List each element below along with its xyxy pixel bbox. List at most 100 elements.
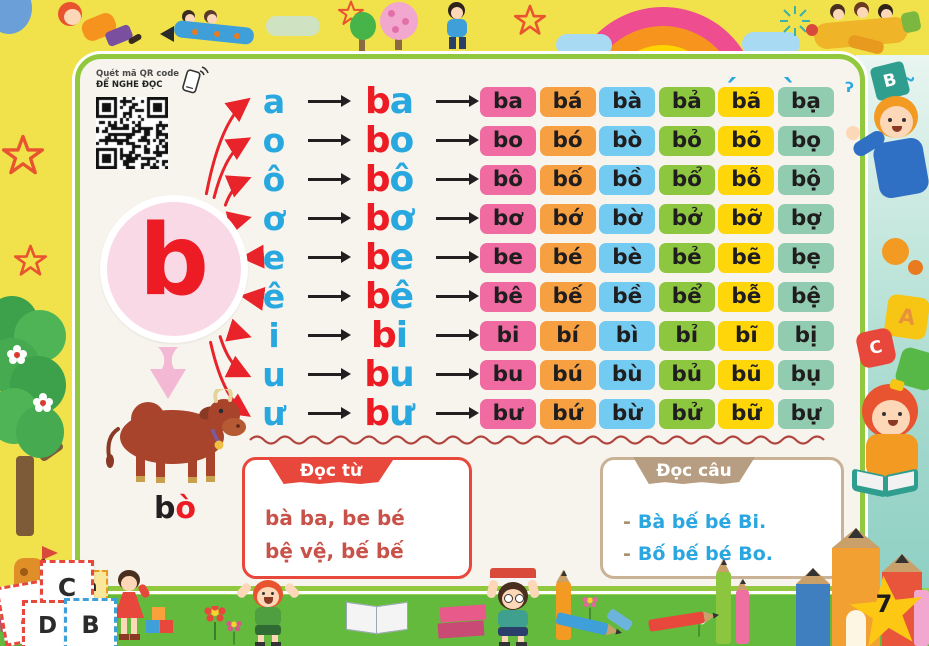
arrow-right-icon: [308, 134, 351, 146]
vowel-letter: ê: [262, 277, 286, 316]
decor-flower: [582, 597, 598, 621]
phone-icon: [182, 66, 209, 94]
syllable: bi: [350, 315, 428, 356]
letter-block: B: [64, 598, 117, 646]
arrow-right-icon: [436, 251, 479, 263]
syllable: bê: [350, 276, 428, 317]
tone-cells: bê bế bề bể bễ bệ: [480, 281, 834, 312]
read-words-title: Đọc từ: [267, 457, 395, 484]
tone-cell: bể: [658, 281, 715, 312]
tone-cell: bê: [480, 281, 536, 312]
syllable-vowel: ô: [389, 159, 415, 200]
decor-jumping-boy-top: [440, 2, 474, 54]
tone-mark-acute: ´: [722, 74, 738, 109]
arrow-right-icon: [436, 95, 479, 107]
down-arrow-icon: [150, 347, 186, 399]
tone-cell: bú: [539, 359, 596, 390]
tone-cells: be bé bè bẻ bẽ bẹ: [480, 242, 834, 273]
tone-cells: bu bú bù bủ bũ bụ: [480, 359, 834, 390]
tone-cells: bô bố bồ bổ bỗ bộ: [480, 164, 834, 195]
focus-letter: b: [138, 204, 210, 318]
syllable-row: ư bư bư bứ bừ bử bữ bự: [248, 393, 834, 434]
arrow-right-icon: [436, 134, 479, 146]
decor-pencil-kids: [160, 10, 258, 52]
decor-reading-girl: [850, 378, 929, 544]
tone-cell: bơ: [480, 203, 536, 234]
tone-cell: bỗ: [718, 164, 775, 195]
arrow-right-icon: [308, 290, 351, 302]
tone-cell: bè: [599, 242, 656, 273]
read-words-box: Đọc từ bà ba, be bé bệ vệ, bế bế: [242, 457, 472, 579]
tone-cell: bá: [539, 86, 596, 117]
decor-star-outline: [2, 134, 44, 175]
syllable-row: u bu bu bú bù bủ bũ bụ: [248, 354, 834, 395]
tone-cell: bì: [599, 320, 656, 351]
tone-cell: bỏ: [658, 125, 715, 156]
tone-cell: bớ: [539, 203, 596, 234]
tone-cell: bế: [539, 281, 596, 312]
tone-cell: bứ: [539, 398, 596, 429]
read-words-line: bà ba, be bé: [265, 506, 405, 530]
tone-mark-grave: `: [782, 74, 798, 109]
syllable-consonant: b: [364, 120, 391, 161]
decor-airplane-kids: [800, 0, 929, 58]
decor-flower: [226, 621, 242, 645]
decor-boy-with-book: [482, 568, 544, 646]
tone-cell: bừ: [599, 398, 656, 429]
puzzle-letter: A: [897, 303, 917, 331]
tone-cell: be: [480, 242, 536, 273]
syllable: bo: [350, 120, 428, 161]
vowel-letter: e: [262, 238, 286, 277]
syllable-consonant: b: [364, 159, 391, 200]
syllable-vowel: e: [389, 237, 414, 278]
tone-cell: bỉ: [658, 320, 715, 351]
decor-cloud: [556, 34, 612, 56]
tone-cell: bà: [599, 86, 656, 117]
tone-cell: bồ: [599, 164, 656, 195]
tone-cells: ba bá bà bả bã bạ: [480, 86, 834, 117]
tone-cell: bó: [539, 125, 596, 156]
syllable-consonant: b: [364, 393, 390, 434]
tone-cell: bọ: [777, 125, 834, 156]
arrow-right-icon: [308, 368, 351, 380]
tone-cells: bơ bớ bờ bở bỡ bợ: [480, 203, 834, 234]
tone-cell: bò: [599, 125, 656, 156]
read-words-line: bệ vệ, bế bế: [265, 539, 404, 563]
tone-cells: bi bí bì bỉ bĩ bị: [480, 320, 834, 351]
cow-word: bò: [120, 491, 230, 526]
bullet-dash: -: [623, 543, 631, 565]
tone-cell: bạ: [777, 86, 834, 117]
tone-cell: bé: [539, 242, 596, 273]
tone-cells: bư bứ bừ bử bữ bự: [480, 398, 834, 429]
syllable-vowel: u: [389, 354, 415, 395]
syllable: ba: [350, 81, 428, 122]
decor-flower: [204, 606, 226, 640]
tone-cell: bố: [539, 164, 596, 195]
decor-small-girl: [112, 570, 151, 646]
syllable-consonant: b: [364, 198, 391, 239]
syllable-consonant: b: [364, 354, 390, 395]
tone-cell: bõ: [718, 125, 775, 156]
tone-cell: bề: [599, 281, 656, 312]
syllable: be: [350, 237, 428, 278]
tone-cell: bí: [539, 320, 596, 351]
tone-cell: bã: [718, 86, 775, 117]
decor-green-cloud: [266, 16, 320, 36]
qr-code: [96, 97, 168, 169]
qr-caption-line1: Quét mã QR code: [96, 69, 180, 79]
tone-cell: bệ: [777, 281, 834, 312]
qr-caption: Quét mã QR code ĐỂ NGHE ĐỌC: [96, 69, 179, 91]
syllable-row: i bi bi bí bì bỉ bĩ bị: [248, 315, 834, 356]
tone-cell: bự: [777, 398, 834, 429]
lesson-card: Quét mã QR code ĐỂ NGHE ĐỌC b ´ ` ˀ ˜ •: [75, 54, 917, 591]
decor-pink-books: [437, 596, 488, 646]
read-words-lines: bà ba, be bé bệ vệ, bế bế: [265, 502, 405, 568]
decor-cloud: [742, 32, 800, 56]
syllable-consonant: b: [364, 81, 391, 122]
arrow-right-icon: [436, 368, 479, 380]
tone-cell: bả: [658, 86, 715, 117]
syllable-consonant: b: [364, 276, 391, 317]
tone-mark-hook: ˀ: [845, 78, 853, 106]
arrow-right-icon: [308, 329, 351, 341]
read-sentences-title: Đọc câu: [633, 457, 755, 484]
